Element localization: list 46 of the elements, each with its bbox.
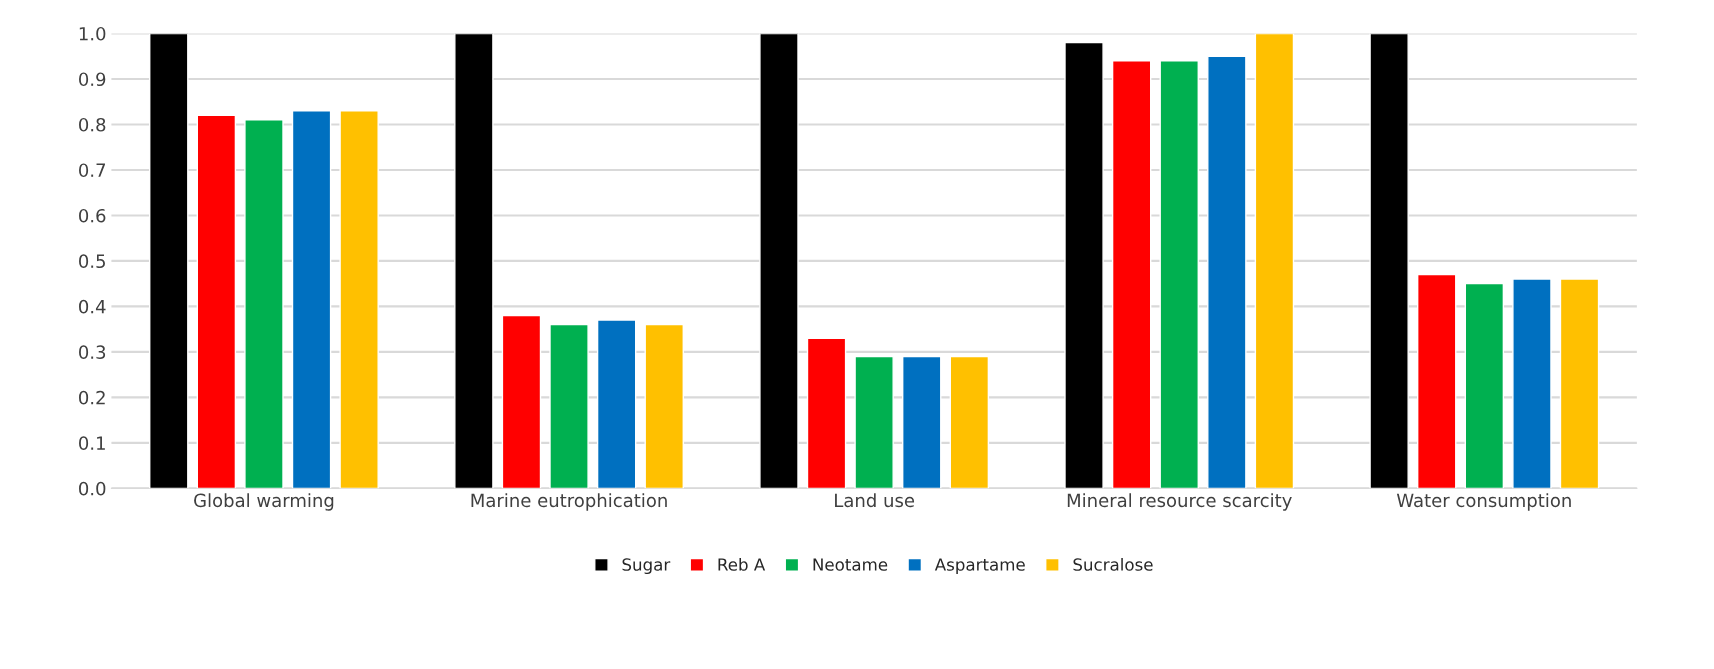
bar bbox=[1416, 273, 1457, 489]
y-tick-label: 0.2 bbox=[79, 390, 105, 405]
x-tick-label: Mineral resource scarcity bbox=[1067, 493, 1292, 511]
bar bbox=[1064, 41, 1104, 489]
y-tick-label: 0.5 bbox=[79, 254, 105, 269]
bar bbox=[1464, 282, 1505, 489]
bar bbox=[1111, 60, 1152, 489]
bar bbox=[949, 355, 990, 489]
bar bbox=[196, 114, 237, 489]
bar bbox=[501, 314, 542, 489]
bar bbox=[644, 323, 684, 489]
x-tick-label: Marine eutrophication bbox=[471, 493, 667, 511]
bar bbox=[1207, 55, 1247, 489]
bar bbox=[339, 110, 379, 489]
bar bbox=[1512, 278, 1552, 489]
legend-label: Neotame bbox=[813, 558, 888, 571]
bar bbox=[1159, 60, 1199, 489]
bar bbox=[806, 337, 847, 489]
bar bbox=[1369, 33, 1409, 489]
y-tick-label: 0.8 bbox=[79, 117, 106, 132]
bar bbox=[149, 33, 189, 489]
bar bbox=[854, 355, 894, 489]
legend-label: Sucralose bbox=[1073, 557, 1153, 571]
y-tick-label: 0.6 bbox=[79, 208, 106, 223]
bar bbox=[596, 319, 637, 489]
y-tick-label: 0.3 bbox=[79, 345, 106, 360]
y-tick-label: 0.9 bbox=[79, 72, 106, 87]
y-tick-label: 0.7 bbox=[79, 163, 106, 178]
bar bbox=[549, 323, 589, 489]
x-tick-label: Global warming bbox=[194, 493, 334, 511]
legend-label: Aspartame bbox=[934, 558, 1025, 575]
bar bbox=[1254, 33, 1295, 489]
x-tick-label: Water consumption bbox=[1396, 493, 1571, 511]
bar bbox=[759, 33, 799, 489]
y-tick-label: 0.4 bbox=[79, 299, 106, 314]
y-tick-label: 0.0 bbox=[79, 481, 106, 496]
bar bbox=[454, 33, 494, 489]
bar bbox=[1559, 278, 1600, 489]
x-tick-label: Land use bbox=[835, 493, 915, 508]
legend-label: Reb A bbox=[718, 557, 766, 571]
legend-label: Sugar bbox=[622, 558, 671, 575]
bar bbox=[902, 355, 942, 489]
bar bbox=[244, 119, 284, 489]
y-tick-label: 0.1 bbox=[79, 436, 105, 450]
bar bbox=[291, 110, 332, 489]
y-tick-label: 1.0 bbox=[79, 26, 106, 41]
